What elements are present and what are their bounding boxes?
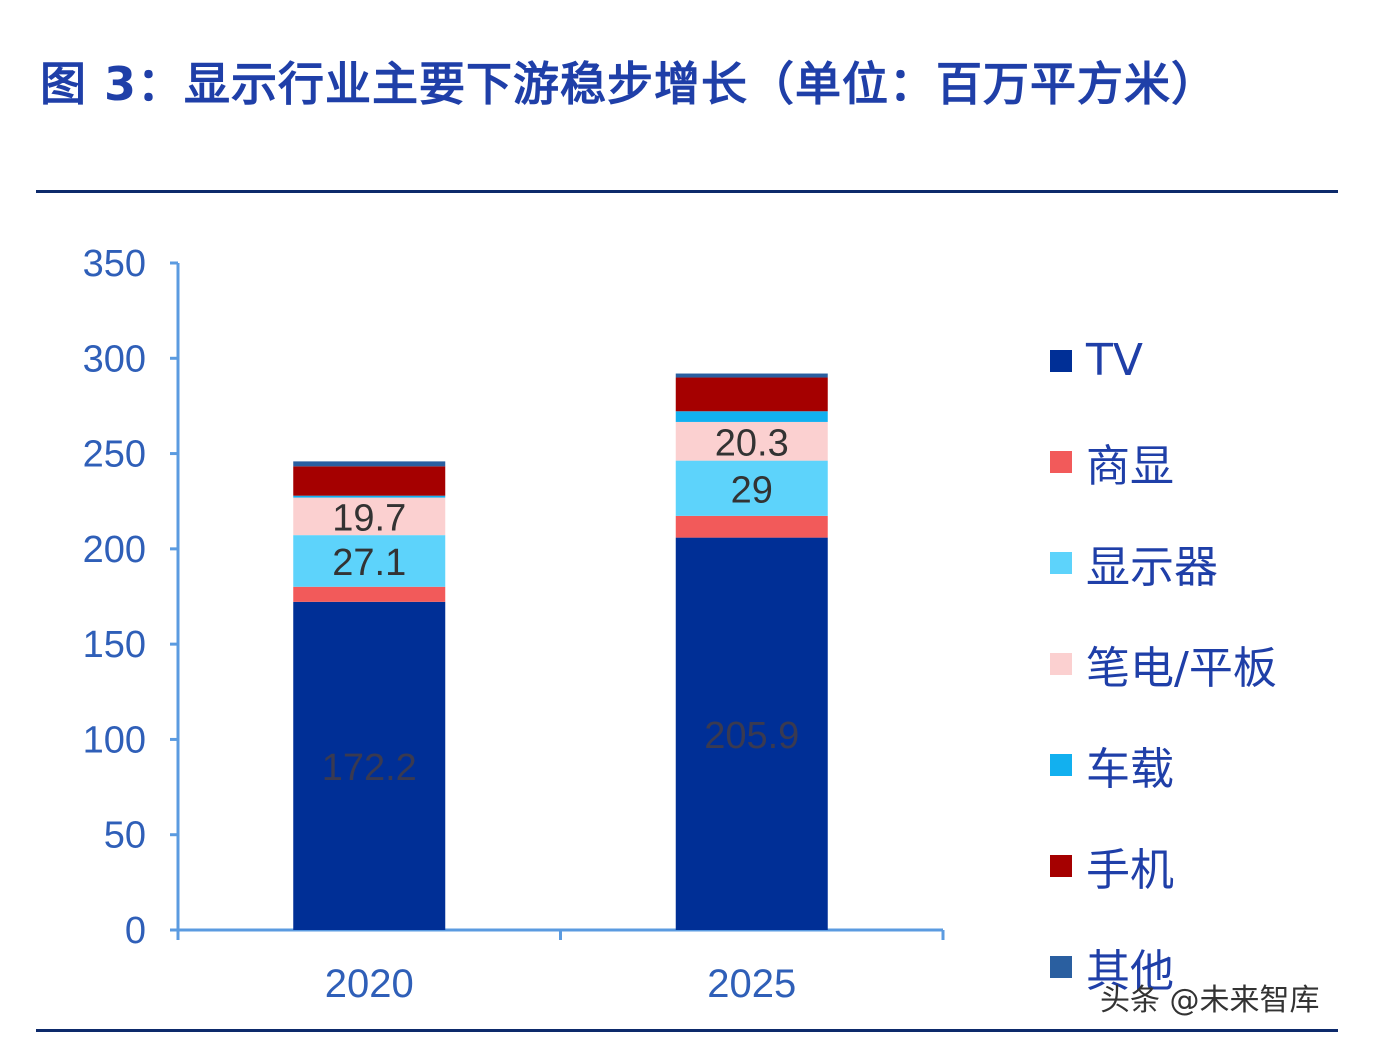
legend-label: 手机 xyxy=(1086,844,1174,896)
y-tick-label: 250 xyxy=(83,434,146,476)
data-label: 172.2 xyxy=(322,747,417,789)
bar-segment xyxy=(675,377,828,412)
chart-plot: 0 50 100 150 200 250 300 350 172.2 27.119.7 2020 20… xyxy=(83,243,945,1006)
legend-label: 车载 xyxy=(1086,743,1174,795)
legend-label: 笔电/平板 xyxy=(1086,642,1277,694)
legend-item: 手机 xyxy=(1050,815,1277,916)
bar-segment xyxy=(293,466,446,496)
chart-title: 图 3：显示行业主要下游稳步增长（单位：百万平方米） xyxy=(40,57,1219,111)
legend-swatch xyxy=(1050,551,1072,574)
data-label: 205.9 xyxy=(704,715,799,757)
watermark: 头条 @未来智库 xyxy=(1100,983,1320,1018)
y-tick-label: 150 xyxy=(83,624,146,666)
bottom-rule xyxy=(36,1029,1338,1032)
legend-item: TV xyxy=(1050,310,1277,411)
bar-segment xyxy=(675,421,828,461)
legend-label: 显示器 xyxy=(1086,541,1218,593)
y-tick-label: 350 xyxy=(83,243,146,285)
bar-segment xyxy=(675,515,828,538)
data-label: 20.3 xyxy=(715,422,789,464)
legend-swatch xyxy=(1050,753,1072,776)
y-tick-label: 100 xyxy=(83,719,146,761)
legend: TV 商显显示器笔电/平板车载手机其他 xyxy=(1050,310,1277,1017)
legend-item: 其他 xyxy=(1050,916,1277,1017)
y-tick-label: 200 xyxy=(83,529,146,571)
data-label: 29 xyxy=(731,469,773,511)
legend-swatch xyxy=(1050,349,1072,372)
bar-segment xyxy=(675,373,828,378)
bar-segment xyxy=(675,460,828,516)
bar-segment xyxy=(675,411,828,422)
legend-item: 商显 xyxy=(1050,411,1277,512)
bar-segment xyxy=(293,586,446,602)
legend-swatch xyxy=(1050,450,1072,473)
bar-segment xyxy=(293,535,446,587)
legend-item: 笔电/平板 xyxy=(1050,613,1277,714)
bar-segment xyxy=(675,537,828,930)
legend-item: 车载 xyxy=(1050,714,1277,815)
data-label: 19.7 xyxy=(332,497,406,539)
y-tick-label: 300 xyxy=(83,338,146,380)
legend-label: 商显 xyxy=(1086,440,1174,492)
legend-swatch xyxy=(1050,652,1072,675)
legend-swatch xyxy=(1050,955,1072,978)
y-tick-label: 0 xyxy=(125,910,146,952)
x-tick-label: 2020 xyxy=(325,962,414,1006)
legend-item: 显示器 xyxy=(1050,512,1277,613)
bar-segment xyxy=(293,495,446,498)
bar-segment xyxy=(293,461,446,467)
legend-label: 其他 xyxy=(1086,945,1174,997)
legend-label: TV xyxy=(1086,335,1143,386)
top-rule xyxy=(36,190,1338,193)
x-tick-label: 2025 xyxy=(707,962,796,1006)
legend-swatch xyxy=(1050,854,1072,877)
bar-segment xyxy=(293,601,446,930)
data-label: 27.1 xyxy=(332,542,406,584)
bar-segment xyxy=(293,497,446,536)
y-tick-label: 50 xyxy=(104,815,146,857)
